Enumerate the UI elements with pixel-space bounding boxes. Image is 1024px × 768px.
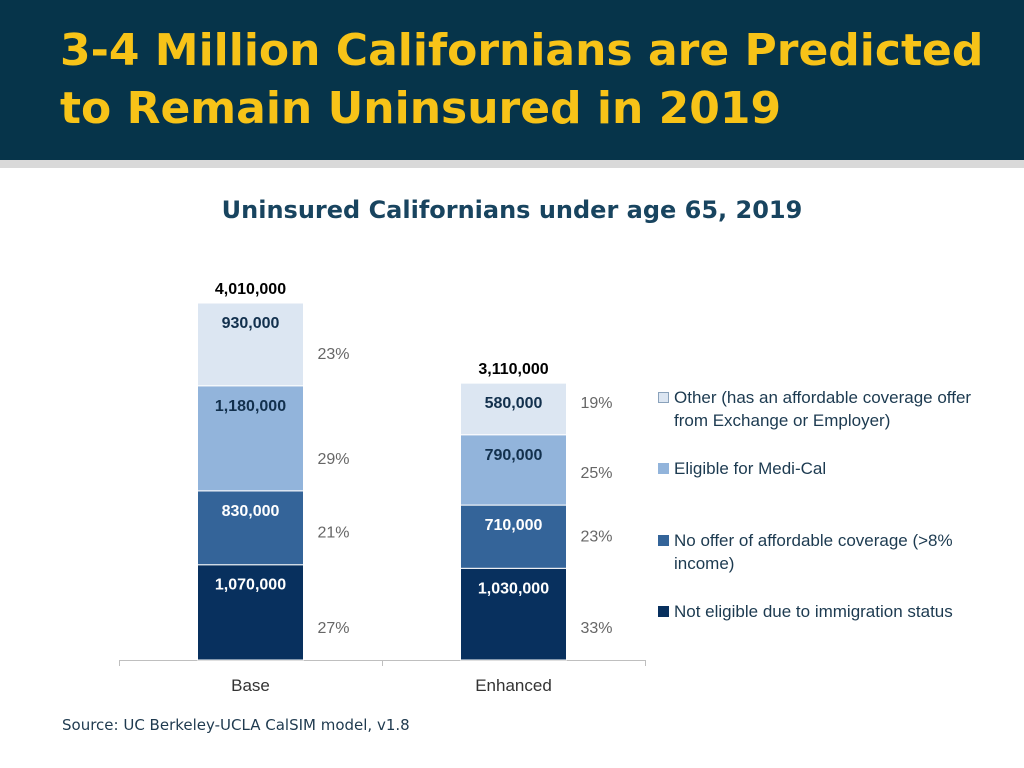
bar-segment-other-enhanced	[460, 382, 567, 436]
percent-label-other-base: 23%	[318, 346, 350, 363]
percent-label-no-affordable-offer-enhanced: 23%	[581, 528, 613, 545]
bar-segment-immigration-status-enhanced	[460, 567, 567, 661]
category-label-base: Base	[231, 676, 270, 695]
title-divider	[0, 160, 1024, 168]
percent-label-medi-cal-enhanced: 25%	[581, 465, 613, 482]
value-label-other-enhanced: 580,000	[485, 395, 543, 412]
legend-swatch-no-affordable-offer	[658, 535, 669, 546]
value-label-medi-cal-base: 1,180,000	[215, 398, 286, 415]
percent-label-other-enhanced: 19%	[581, 395, 613, 412]
value-label-no-affordable-offer-enhanced: 710,000	[485, 517, 543, 534]
legend-label-immigration-status: Not eligible due to immigration status	[674, 602, 953, 621]
bar-segment-no-affordable-offer-enhanced	[460, 504, 567, 569]
percent-label-immigration-status-base: 27%	[318, 620, 350, 637]
total-label-enhanced: 3,110,000	[478, 361, 548, 378]
source-note: Source: UC Berkeley-UCLA CalSIM model, v…	[62, 716, 410, 734]
legend-label-other: Other (has an affordable coverage offer …	[674, 388, 972, 430]
value-label-immigration-status-base: 1,070,000	[215, 577, 286, 594]
value-label-no-affordable-offer-base: 830,000	[222, 503, 280, 520]
value-label-other-base: 930,000	[222, 315, 280, 332]
legend-swatch-immigration-status	[658, 606, 669, 617]
total-label-base: 4,010,000	[215, 281, 286, 298]
title-banner	[0, 0, 1024, 160]
bar-segment-medi-cal-enhanced	[460, 434, 567, 506]
category-label-enhanced: Enhanced	[475, 676, 552, 695]
percent-label-medi-cal-base: 29%	[318, 451, 350, 468]
percent-label-no-affordable-offer-base: 21%	[318, 525, 350, 542]
legend-swatch-medi-cal	[658, 463, 669, 474]
value-label-medi-cal-enhanced: 790,000	[485, 447, 543, 464]
bar-segment-immigration-status-base	[197, 564, 304, 661]
value-label-immigration-status-enhanced: 1,030,000	[478, 580, 549, 597]
chart-title: Uninsured Californians under age 65, 201…	[221, 196, 803, 224]
legend-swatch-other	[658, 392, 669, 403]
legend-label-no-affordable-offer: No offer of affordable coverage (>8% inc…	[674, 531, 953, 573]
legend-label-medi-cal: Eligible for Medi-Cal	[674, 459, 827, 478]
page-title: 3-4 Million Californians are Predicted t…	[60, 25, 984, 134]
percent-label-immigration-status-enhanced: 33%	[581, 620, 613, 637]
bar-segment-other-base	[197, 302, 304, 387]
